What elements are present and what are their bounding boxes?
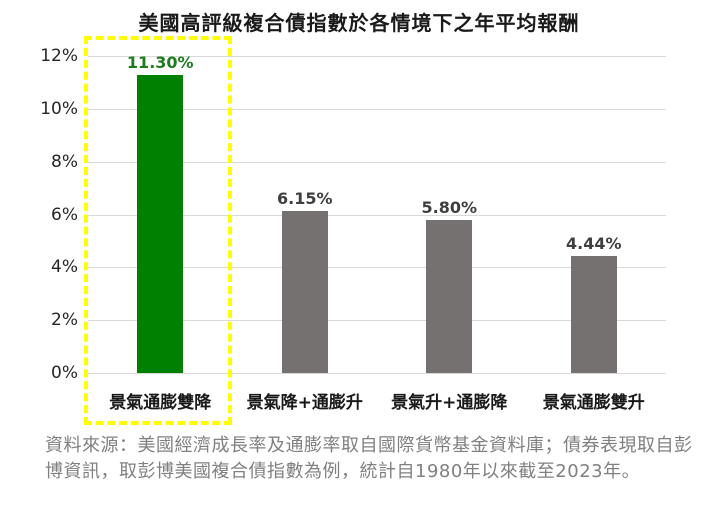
category-label: 景氣降+通膨升 [246,393,363,413]
category-label: 景氣升+通膨降 [391,393,508,413]
y-tick-label: 10% [40,98,78,119]
gridline [88,320,666,322]
y-tick-label: 6% [51,204,78,225]
y-tick-label: 0% [51,363,78,383]
bar-value-label: 4.44% [565,233,622,253]
gridline [88,56,666,57]
gridline [88,108,666,110]
category-label: 景氣通膨雙降 [109,393,212,413]
bar-3 [426,219,473,373]
bar-4 [570,255,617,373]
gridline [88,161,666,163]
y-tick-label: 12% [40,46,78,66]
bar-value-label: 11.30% [126,52,194,72]
chart-title: 美國高評級複合債指數於各情境下之年平均報酬 [138,11,580,35]
bar-2 [281,210,328,373]
y-tick-label: 8% [51,151,78,172]
bar-value-label: 5.80% [421,197,477,217]
gridline [88,214,666,216]
bar-value-label: 6.15% [276,188,333,208]
y-tick-label: 4% [51,257,78,278]
gridline [88,267,666,269]
gridline [88,373,666,374]
category-label: 景氣通膨雙升 [542,393,645,413]
source-note: 資料來源：美國經濟成長率及通膨率取自國際貨幣基金資料庫；債券表現取自彭博資訊，取… [45,435,693,482]
plot-area: 11.30% 6.15% 5.80% 4.44% [88,52,666,374]
y-tick-label: 2% [51,310,78,331]
bar-1 [137,74,184,373]
